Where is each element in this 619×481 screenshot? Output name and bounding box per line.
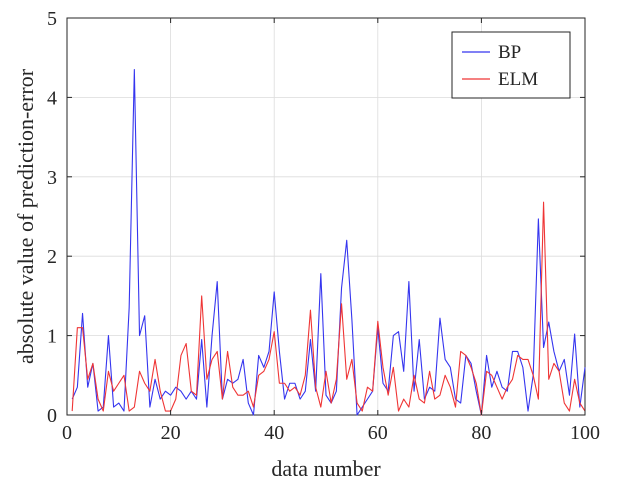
ticks: 0 20 40 60 80 100 0 1 2 3 4 5 xyxy=(47,8,600,444)
plot-frame xyxy=(66,17,586,416)
x-tick-label: 20 xyxy=(161,422,181,444)
x-tick-label: 0 xyxy=(62,422,72,444)
series-layer xyxy=(71,69,586,416)
y-tick-label: 5 xyxy=(47,8,57,30)
y-tick-label: 2 xyxy=(47,246,57,268)
x-tick-label: 100 xyxy=(570,422,600,444)
y-tick-label: 4 xyxy=(47,87,57,109)
y-tick-label: 3 xyxy=(47,167,57,189)
legend-label-elm: ELM xyxy=(498,69,538,90)
x-axis-label: data number xyxy=(271,456,381,481)
plot-area xyxy=(66,17,586,416)
series-line-bp xyxy=(71,69,586,416)
y-tick-label: 0 xyxy=(47,405,57,427)
series-line-elm xyxy=(71,201,586,416)
y-tick-label: 1 xyxy=(47,326,57,348)
y-axis-label: absolute value of prediction-error xyxy=(13,68,38,364)
x-tick-label: 40 xyxy=(264,422,284,444)
x-tick-label: 60 xyxy=(368,422,388,444)
x-tick-label: 80 xyxy=(471,422,491,444)
legend: BP ELM xyxy=(451,31,571,99)
legend-box xyxy=(451,31,571,99)
legend-label-bp: BP xyxy=(498,42,521,63)
